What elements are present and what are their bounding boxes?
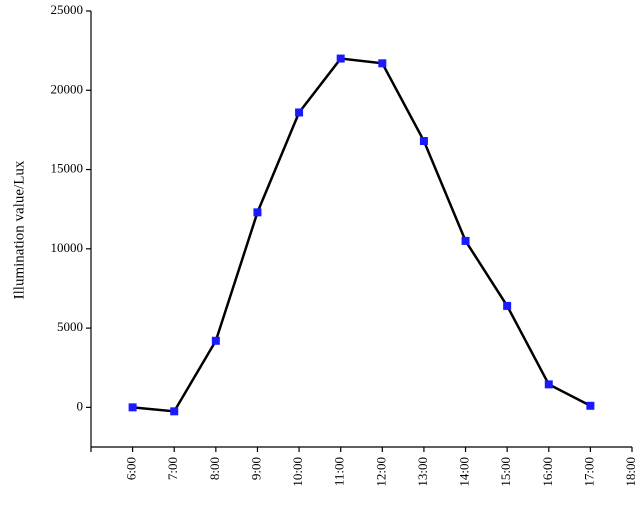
y-tick-label: 5000 bbox=[57, 319, 83, 334]
x-tick-label: 17:00 bbox=[581, 457, 596, 487]
x-tick-label: 15:00 bbox=[498, 457, 513, 487]
y-tick-label: 10000 bbox=[51, 240, 84, 255]
marker bbox=[419, 137, 428, 146]
x-tick-label: 11:00 bbox=[332, 457, 347, 486]
y-tick-label: 25000 bbox=[51, 2, 84, 17]
marker bbox=[170, 407, 179, 416]
x-tick-label: 8:00 bbox=[207, 457, 222, 480]
x-tick-label: 16:00 bbox=[540, 457, 555, 487]
marker bbox=[211, 336, 220, 345]
marker bbox=[461, 236, 470, 245]
x-tick-label: 6:00 bbox=[124, 457, 139, 480]
x-tick-label: 10:00 bbox=[290, 457, 305, 487]
x-tick-label: 12:00 bbox=[373, 457, 388, 487]
x-tick-label: 7:00 bbox=[165, 457, 180, 480]
marker bbox=[128, 403, 137, 412]
x-tick-label: 13:00 bbox=[415, 457, 430, 487]
x-tick-label: 14:00 bbox=[457, 457, 472, 487]
y-tick-label: 15000 bbox=[51, 161, 84, 176]
marker bbox=[544, 380, 553, 389]
x-tick-label: 18:00 bbox=[623, 457, 638, 487]
marker bbox=[295, 108, 304, 117]
y-tick-label: 0 bbox=[77, 398, 84, 413]
y-tick-label: 20000 bbox=[51, 81, 84, 96]
y-axis-label: Illumination value/Lux bbox=[11, 160, 27, 299]
marker bbox=[336, 54, 345, 63]
x-tick-label: 9:00 bbox=[248, 457, 263, 480]
marker bbox=[503, 301, 512, 310]
marker bbox=[253, 208, 262, 217]
line bbox=[132, 57, 591, 413]
marker bbox=[378, 59, 387, 68]
marker bbox=[586, 401, 595, 410]
